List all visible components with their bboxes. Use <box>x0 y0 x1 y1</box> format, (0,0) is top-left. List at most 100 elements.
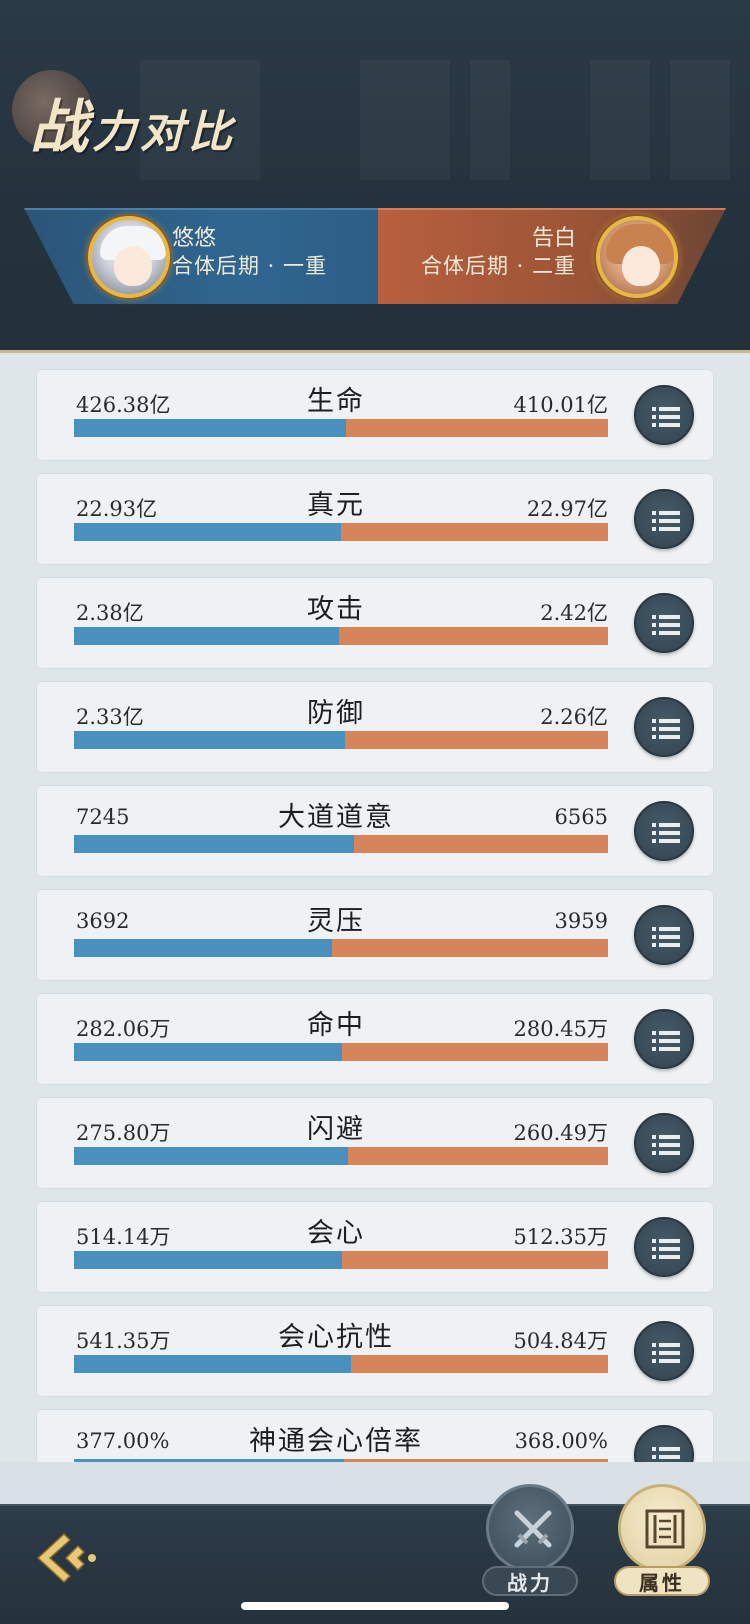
comparison-bar-left-fill <box>74 627 339 645</box>
stat-detail-button[interactable] <box>634 905 694 965</box>
left-stat-value: 2.33亿 <box>76 705 144 729</box>
stat-detail-button[interactable] <box>634 801 694 861</box>
left-stat-value: 7245 <box>76 805 130 829</box>
stat-row: 514.14万 会心 512.35万 <box>36 1201 714 1293</box>
comparison-bar <box>74 1147 608 1165</box>
list-icon <box>652 717 680 741</box>
home-indicator[interactable] <box>241 1602 509 1610</box>
stat-name: 会心 <box>307 1218 365 1249</box>
list-icon <box>652 1237 680 1261</box>
list-icon <box>652 509 680 533</box>
list-icon <box>652 1133 680 1157</box>
back-button[interactable] <box>30 1528 102 1588</box>
tab-power-label: 战力 <box>482 1566 578 1596</box>
left-player-avatar[interactable] <box>88 216 170 298</box>
stat-row: 22.93亿 真元 22.97亿 <box>36 473 714 565</box>
stat-row: 2.33亿 防御 2.26亿 <box>36 681 714 773</box>
stat-name: 会心抗性 <box>278 1322 394 1353</box>
comparison-bar-left-fill <box>74 1355 351 1373</box>
stat-detail-button[interactable] <box>634 1113 694 1173</box>
list-icon <box>652 821 680 845</box>
stat-detail-button[interactable] <box>634 1009 694 1069</box>
stat-name: 防御 <box>307 698 365 729</box>
right-stat-value: 2.26亿 <box>540 705 608 729</box>
stat-row: 3692 灵压 3959 <box>36 889 714 981</box>
scroll-icon <box>645 1509 685 1549</box>
left-stat-value: 275.80万 <box>76 1121 171 1145</box>
comparison-bar <box>74 731 608 749</box>
stat-row: 377.00% 神通会心倍率 368.00% <box>36 1409 714 1462</box>
stat-detail-button[interactable] <box>634 697 694 757</box>
list-icon <box>652 1445 680 1462</box>
comparison-bar-left-fill <box>74 523 341 541</box>
stat-name: 神通会心倍率 <box>249 1426 423 1457</box>
header: 战力对比 悠悠 合体后期 · 一重 告白 合体后期 · 二重 <box>0 0 750 350</box>
comparison-bar-left-fill <box>74 939 332 957</box>
comparison-bar-left-fill <box>74 419 346 437</box>
right-stat-value: 3959 <box>554 909 608 933</box>
stat-row: 275.80万 闪避 260.49万 <box>36 1097 714 1189</box>
left-stat-value: 426.38亿 <box>76 393 171 417</box>
right-player-avatar[interactable] <box>596 216 678 298</box>
right-stat-value: 504.84万 <box>513 1329 608 1353</box>
list-icon <box>652 925 680 949</box>
stat-detail-button[interactable] <box>634 1321 694 1381</box>
stat-row: 282.06万 命中 280.45万 <box>36 993 714 1085</box>
comparison-bar <box>74 939 608 957</box>
comparison-bar-left-fill <box>74 1459 344 1462</box>
left-stat-value: 541.35万 <box>76 1329 171 1353</box>
left-stat-value: 22.93亿 <box>76 497 158 521</box>
stat-detail-button[interactable] <box>634 593 694 653</box>
stat-detail-button[interactable] <box>634 385 694 445</box>
left-player-realm: 合体后期 · 一重 <box>172 254 328 278</box>
stat-name: 闪避 <box>307 1114 365 1145</box>
comparison-bar <box>74 1251 608 1269</box>
left-stat-value: 377.00% <box>76 1429 170 1453</box>
stat-name: 生命 <box>307 386 365 417</box>
stat-detail-button[interactable] <box>634 1425 694 1462</box>
versus-banner: 悠悠 合体后期 · 一重 告白 合体后期 · 二重 <box>24 208 726 304</box>
background-decoration <box>470 60 510 180</box>
tab-attributes-label: 属性 <box>614 1566 710 1596</box>
background-decoration <box>670 60 730 180</box>
stat-comparison-list[interactable]: 426.38亿 生命 410.01亿 22.93亿 真元 22.97亿 2.38亿 攻击 2.4… <box>0 350 750 1462</box>
moon-decoration <box>12 70 92 150</box>
right-stat-value: 260.49万 <box>513 1121 608 1145</box>
right-stat-value: 6565 <box>554 805 608 829</box>
comparison-bar <box>74 1459 608 1462</box>
right-stat-value: 22.97亿 <box>526 497 608 521</box>
comparison-bar-left-fill <box>74 835 354 853</box>
comparison-bar <box>74 419 608 437</box>
right-stat-value: 512.35万 <box>513 1225 608 1249</box>
list-icon <box>652 405 680 429</box>
left-stat-value: 514.14万 <box>76 1225 171 1249</box>
avatar-face <box>622 246 660 286</box>
comparison-bar <box>74 627 608 645</box>
crossed-swords-icon <box>514 1510 552 1548</box>
stat-row: 426.38亿 生命 410.01亿 <box>36 369 714 461</box>
right-stat-value: 410.01亿 <box>513 393 608 417</box>
tab-power[interactable]: 战力 <box>482 1484 578 1604</box>
comparison-bar <box>74 1043 608 1061</box>
tab-attributes-circle <box>618 1484 706 1572</box>
right-stat-value: 2.42亿 <box>540 601 608 625</box>
stat-name: 灵压 <box>307 906 365 937</box>
left-stat-value: 3692 <box>76 909 130 933</box>
comparison-bar-left-fill <box>74 1147 348 1165</box>
comparison-bar <box>74 1355 608 1373</box>
stat-row: 7245 大道道意 6565 <box>36 785 714 877</box>
page-title-rest: 力对比 <box>92 107 237 158</box>
stat-name: 大道道意 <box>278 802 394 833</box>
stat-detail-button[interactable] <box>634 1217 694 1277</box>
tab-attributes[interactable]: 属性 <box>614 1484 710 1604</box>
right-player-name: 告白 <box>531 226 576 251</box>
right-player-realm: 合体后期 · 二重 <box>420 254 576 278</box>
comparison-bar-left-fill <box>74 731 345 749</box>
stat-name: 攻击 <box>307 594 365 625</box>
avatar-face <box>114 246 152 286</box>
right-stat-value: 368.00% <box>514 1429 608 1453</box>
stat-row: 2.38亿 攻击 2.42亿 <box>36 577 714 669</box>
list-icon <box>652 1029 680 1053</box>
background-decoration <box>360 60 450 180</box>
stat-detail-button[interactable] <box>634 489 694 549</box>
